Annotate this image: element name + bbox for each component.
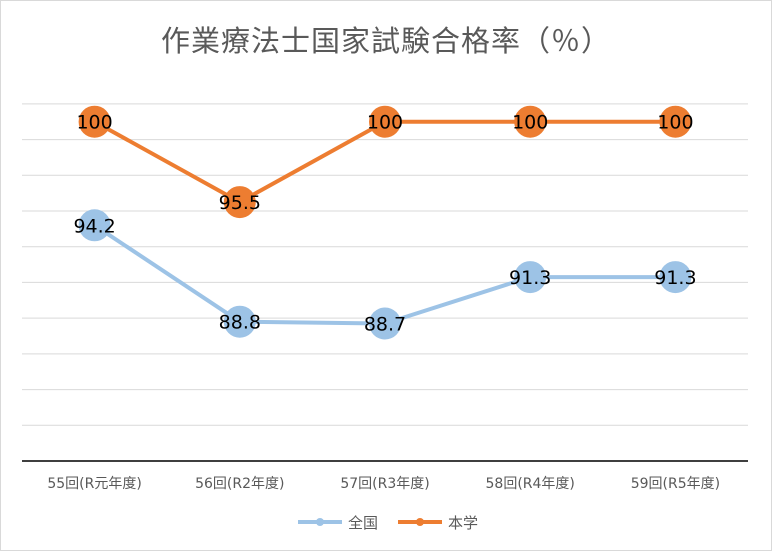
chart-title: 作業療法士国家試験合格率（％） — [160, 24, 611, 58]
legend-label: 全国 — [348, 514, 378, 532]
data-point — [78, 209, 111, 242]
legend-marker-2 — [416, 518, 424, 526]
data-point — [223, 305, 256, 338]
data-point — [369, 307, 401, 340]
data-label: 100 — [512, 112, 548, 134]
gridlines — [22, 103, 748, 426]
data-label: 88.8 — [219, 312, 261, 334]
data-point — [514, 261, 547, 294]
legend-label: 本学 — [448, 514, 478, 532]
x-tick-label: 57回(R3年度) — [340, 476, 429, 492]
data-label: 100 — [657, 112, 693, 134]
x-axis: 55回(R元年度) 56回(R2年度) 57回(R3年度) 58回(R4年度) 59回(… — [22, 460, 748, 492]
data-point — [369, 105, 401, 138]
data-label: 94.2 — [73, 215, 115, 237]
data-label: 95.5 — [219, 192, 261, 214]
data-point — [78, 105, 111, 138]
data-label: 91.3 — [509, 267, 551, 289]
x-tick-label: 59回(R5年度) — [631, 476, 720, 492]
legend-marker-1 — [316, 518, 324, 526]
legend: 全国 本学 — [298, 514, 478, 532]
data-label: 91.3 — [654, 267, 696, 289]
data-label: 100 — [367, 112, 403, 134]
data-point — [659, 105, 692, 138]
x-tick-label: 56回(R2年度) — [195, 476, 284, 492]
data-point — [659, 261, 692, 294]
data-label: 100 — [76, 112, 112, 134]
x-tick-label: 55回(R元年度) — [47, 476, 141, 492]
data-point — [514, 105, 547, 138]
data-label: 88.7 — [364, 314, 406, 336]
data-labels: 94.2 88.8 88.7 91.3 91.3 100 95.5 100 100 100 — [73, 112, 696, 336]
x-tick-label: 58回(R4年度) — [486, 476, 575, 492]
series-layer — [78, 105, 692, 340]
data-point — [223, 186, 256, 219]
